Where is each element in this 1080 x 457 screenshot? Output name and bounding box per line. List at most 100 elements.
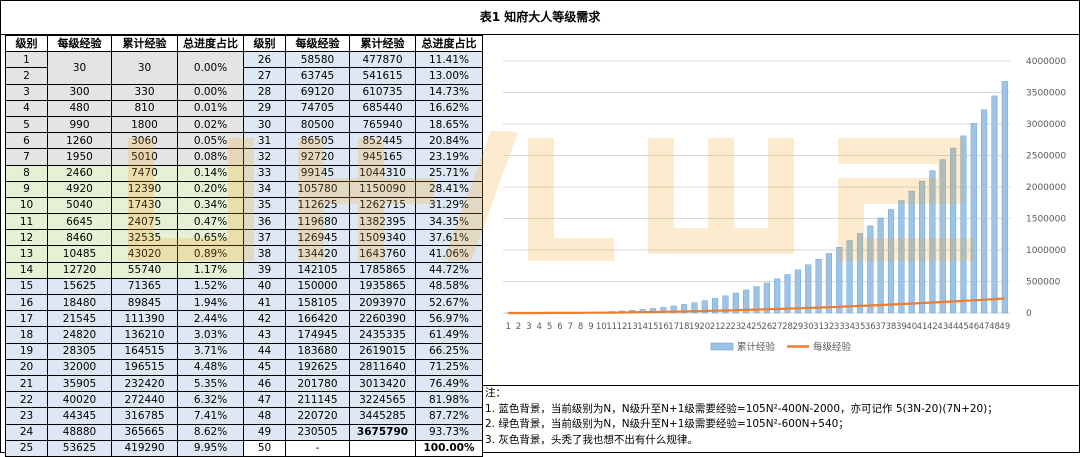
bar: [899, 200, 905, 313]
x-tick-label: 39: [896, 322, 907, 332]
pct-cell: 34.35%: [416, 214, 483, 230]
bar: [805, 265, 811, 313]
level-cell: 33: [244, 165, 286, 181]
y-tick-label: 3500000: [1026, 89, 1066, 99]
level-cell: 16: [6, 295, 48, 311]
x-tick-label: 21: [710, 322, 721, 332]
level-cell: 41: [244, 295, 286, 311]
table-row: 50-100.00%: [244, 440, 483, 456]
x-tick-label: 28: [782, 322, 793, 332]
pct-cell: 81.98%: [416, 392, 483, 408]
chart-svg: 0500000100000015000002000000250000030000…: [485, 39, 1077, 361]
total-cell: 32535: [112, 230, 178, 246]
pct-cell: 48.58%: [416, 278, 483, 294]
x-tick-label: 40: [906, 322, 917, 332]
total-cell: 3675790: [350, 424, 416, 440]
total-cell: 2260390: [350, 311, 416, 327]
pct-cell: 0.20%: [178, 181, 244, 197]
exp-cell: 300: [48, 84, 112, 100]
bar: [795, 270, 801, 313]
pct-cell: 0.02%: [178, 116, 244, 132]
level-cell: 9: [6, 181, 48, 197]
total-cell: 2093970: [350, 295, 416, 311]
total-cell: 272440: [112, 392, 178, 408]
pct-cell: 20.84%: [416, 133, 483, 149]
level-cell: 36: [244, 214, 286, 230]
header-pct: 总进度占比: [178, 36, 244, 52]
total-cell: 1150090: [350, 181, 416, 197]
level-cell: 29: [244, 100, 286, 116]
bar: [785, 275, 791, 313]
x-tick-label: 33: [834, 322, 845, 332]
pct-cell: 0.14%: [178, 165, 244, 181]
total-cell: 2811640: [350, 359, 416, 375]
header-exp: 每级经验: [48, 36, 112, 52]
exp-cell: 166420: [286, 311, 350, 327]
pct-cell: 41.06%: [416, 246, 483, 262]
level-cell: 44: [244, 343, 286, 359]
y-tick-label: 1500000: [1026, 215, 1066, 225]
exp-cell: 192625: [286, 359, 350, 375]
header-total: 累计经验: [350, 36, 416, 52]
exp-cell: 63745: [286, 68, 350, 84]
level-cell: 23: [6, 408, 48, 424]
bar: [909, 191, 915, 313]
total-cell: 111390: [112, 311, 178, 327]
bar: [847, 241, 853, 313]
legend-label: 每级经验: [813, 341, 852, 353]
header-pct: 总进度占比: [416, 36, 483, 52]
x-tick-label: 18: [679, 322, 690, 332]
pct-cell: 7.41%: [178, 408, 244, 424]
total-cell: 1643760: [350, 246, 416, 262]
x-tick-label: 34: [844, 322, 855, 332]
total-cell: 12390: [112, 181, 178, 197]
bar: [930, 171, 936, 313]
pct-cell: 25.71%: [416, 165, 483, 181]
x-tick-label: 14: [637, 322, 648, 332]
exp-cell: 12720: [48, 262, 112, 278]
exp-cell: 990: [48, 116, 112, 132]
total-cell: 196515: [112, 359, 178, 375]
exp-cell: 99145: [286, 165, 350, 181]
exp-cell: 105780: [286, 181, 350, 197]
total-cell: 477870: [350, 52, 416, 68]
pct-cell: 3.03%: [178, 327, 244, 343]
total-cell: 89845: [112, 295, 178, 311]
level-cell: 11: [6, 214, 48, 230]
pct-cell: 0.00%: [178, 52, 244, 84]
exp-cell: 28305: [48, 343, 112, 359]
level-cell: 12: [6, 230, 48, 246]
exp-cell: 58580: [286, 52, 350, 68]
bar: [992, 96, 998, 313]
total-cell: 7470: [112, 165, 178, 181]
x-tick-label: 5: [547, 322, 552, 332]
exp-cell: 74705: [286, 100, 350, 116]
bar: [919, 181, 925, 313]
x-tick-label: 32: [824, 322, 835, 332]
total-cell: 24075: [112, 214, 178, 230]
pct-cell: 76.49%: [416, 375, 483, 391]
y-tick-label: 2000000: [1026, 183, 1066, 193]
bar: [816, 259, 822, 313]
pct-cell: 31.29%: [416, 197, 483, 213]
pct-cell: 0.89%: [178, 246, 244, 262]
level-cell: 25: [6, 440, 48, 456]
level-cell: 2: [6, 68, 48, 84]
exp-cell: 18480: [48, 295, 112, 311]
exp-cell: 4920: [48, 181, 112, 197]
pct-cell: 0.65%: [178, 230, 244, 246]
exp-cell: 15625: [48, 278, 112, 294]
